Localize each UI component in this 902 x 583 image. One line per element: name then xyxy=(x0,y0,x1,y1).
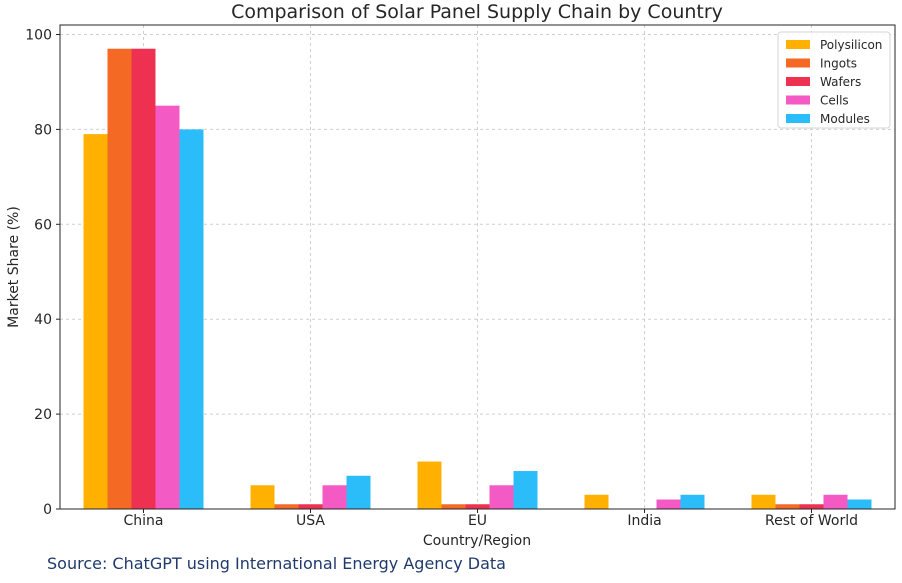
bar-modules-eu xyxy=(513,471,538,509)
legend-label-polysilicon: Polysilicon xyxy=(820,38,882,52)
y-tick-label: 40 xyxy=(34,312,52,328)
bar-cells-eu xyxy=(489,485,514,509)
bar-ingots-china xyxy=(107,48,132,509)
bars xyxy=(83,48,872,510)
x-tick-label: China xyxy=(124,513,164,529)
legend-label-modules: Modules xyxy=(820,112,870,126)
bar-ingots-rest-of-world xyxy=(775,504,800,509)
bar-polysilicon-rest-of-world xyxy=(751,494,776,509)
bar-cells-china xyxy=(155,105,180,510)
legend-swatch-polysilicon xyxy=(786,40,810,49)
x-tick-labels: China USA EU India Rest of World xyxy=(124,509,858,529)
source-note: Source: ChatGPT using International Ener… xyxy=(47,554,506,573)
bar-ingots-usa xyxy=(274,504,299,509)
bar-polysilicon-usa xyxy=(250,485,275,509)
y-tick-label: 60 xyxy=(34,217,52,233)
x-tick-label: Rest of World xyxy=(765,513,858,529)
legend-label-ingots: Ingots xyxy=(820,57,857,71)
bar-cells-india xyxy=(656,499,681,509)
bar-modules-rest-of-world xyxy=(847,499,872,509)
x-tick-label: USA xyxy=(296,513,325,529)
bar-polysilicon-china xyxy=(83,134,108,509)
x-tick-label: EU xyxy=(468,513,487,529)
legend-swatch-modules xyxy=(786,114,810,123)
bar-cells-rest-of-world xyxy=(823,494,848,509)
bar-ingots-eu xyxy=(441,504,466,509)
bar-wafers-rest-of-world xyxy=(799,504,824,509)
legend-label-cells: Cells xyxy=(820,94,849,108)
x-tick-label: India xyxy=(627,513,661,529)
y-tick-label: 80 xyxy=(34,122,52,138)
bar-wafers-china xyxy=(131,48,156,509)
y-tick-label: 0 xyxy=(43,502,52,518)
bar-modules-india xyxy=(680,494,705,509)
y-tick-labels: 0 20 40 60 80 100 xyxy=(25,27,60,518)
legend-swatch-cells xyxy=(786,95,810,105)
bar-modules-usa xyxy=(346,475,371,509)
y-tick-label: 20 xyxy=(34,407,52,423)
bar-chart: 0 20 40 60 80 100 China USA EU India Rest of Worl… xyxy=(6,1,896,549)
y-axis-label: Market Share (%) xyxy=(6,206,22,328)
bar-wafers-usa xyxy=(298,504,323,509)
bar-wafers-eu xyxy=(465,504,490,509)
y-tick-label: 100 xyxy=(25,27,52,43)
chart-title: Comparison of Solar Panel Supply Chain b… xyxy=(231,1,723,23)
legend-label-wafers: Wafers xyxy=(820,75,861,89)
bar-cells-usa xyxy=(322,485,347,509)
bar-modules-china xyxy=(179,129,204,509)
bar-polysilicon-eu xyxy=(417,461,442,509)
legend: Polysilicon Ingots Wafers Cells Modules xyxy=(777,31,891,129)
legend-swatch-ingots xyxy=(786,58,810,68)
bar-polysilicon-india xyxy=(584,494,609,509)
x-axis-label: Country/Region xyxy=(423,533,531,549)
legend-swatch-wafers xyxy=(786,77,810,86)
